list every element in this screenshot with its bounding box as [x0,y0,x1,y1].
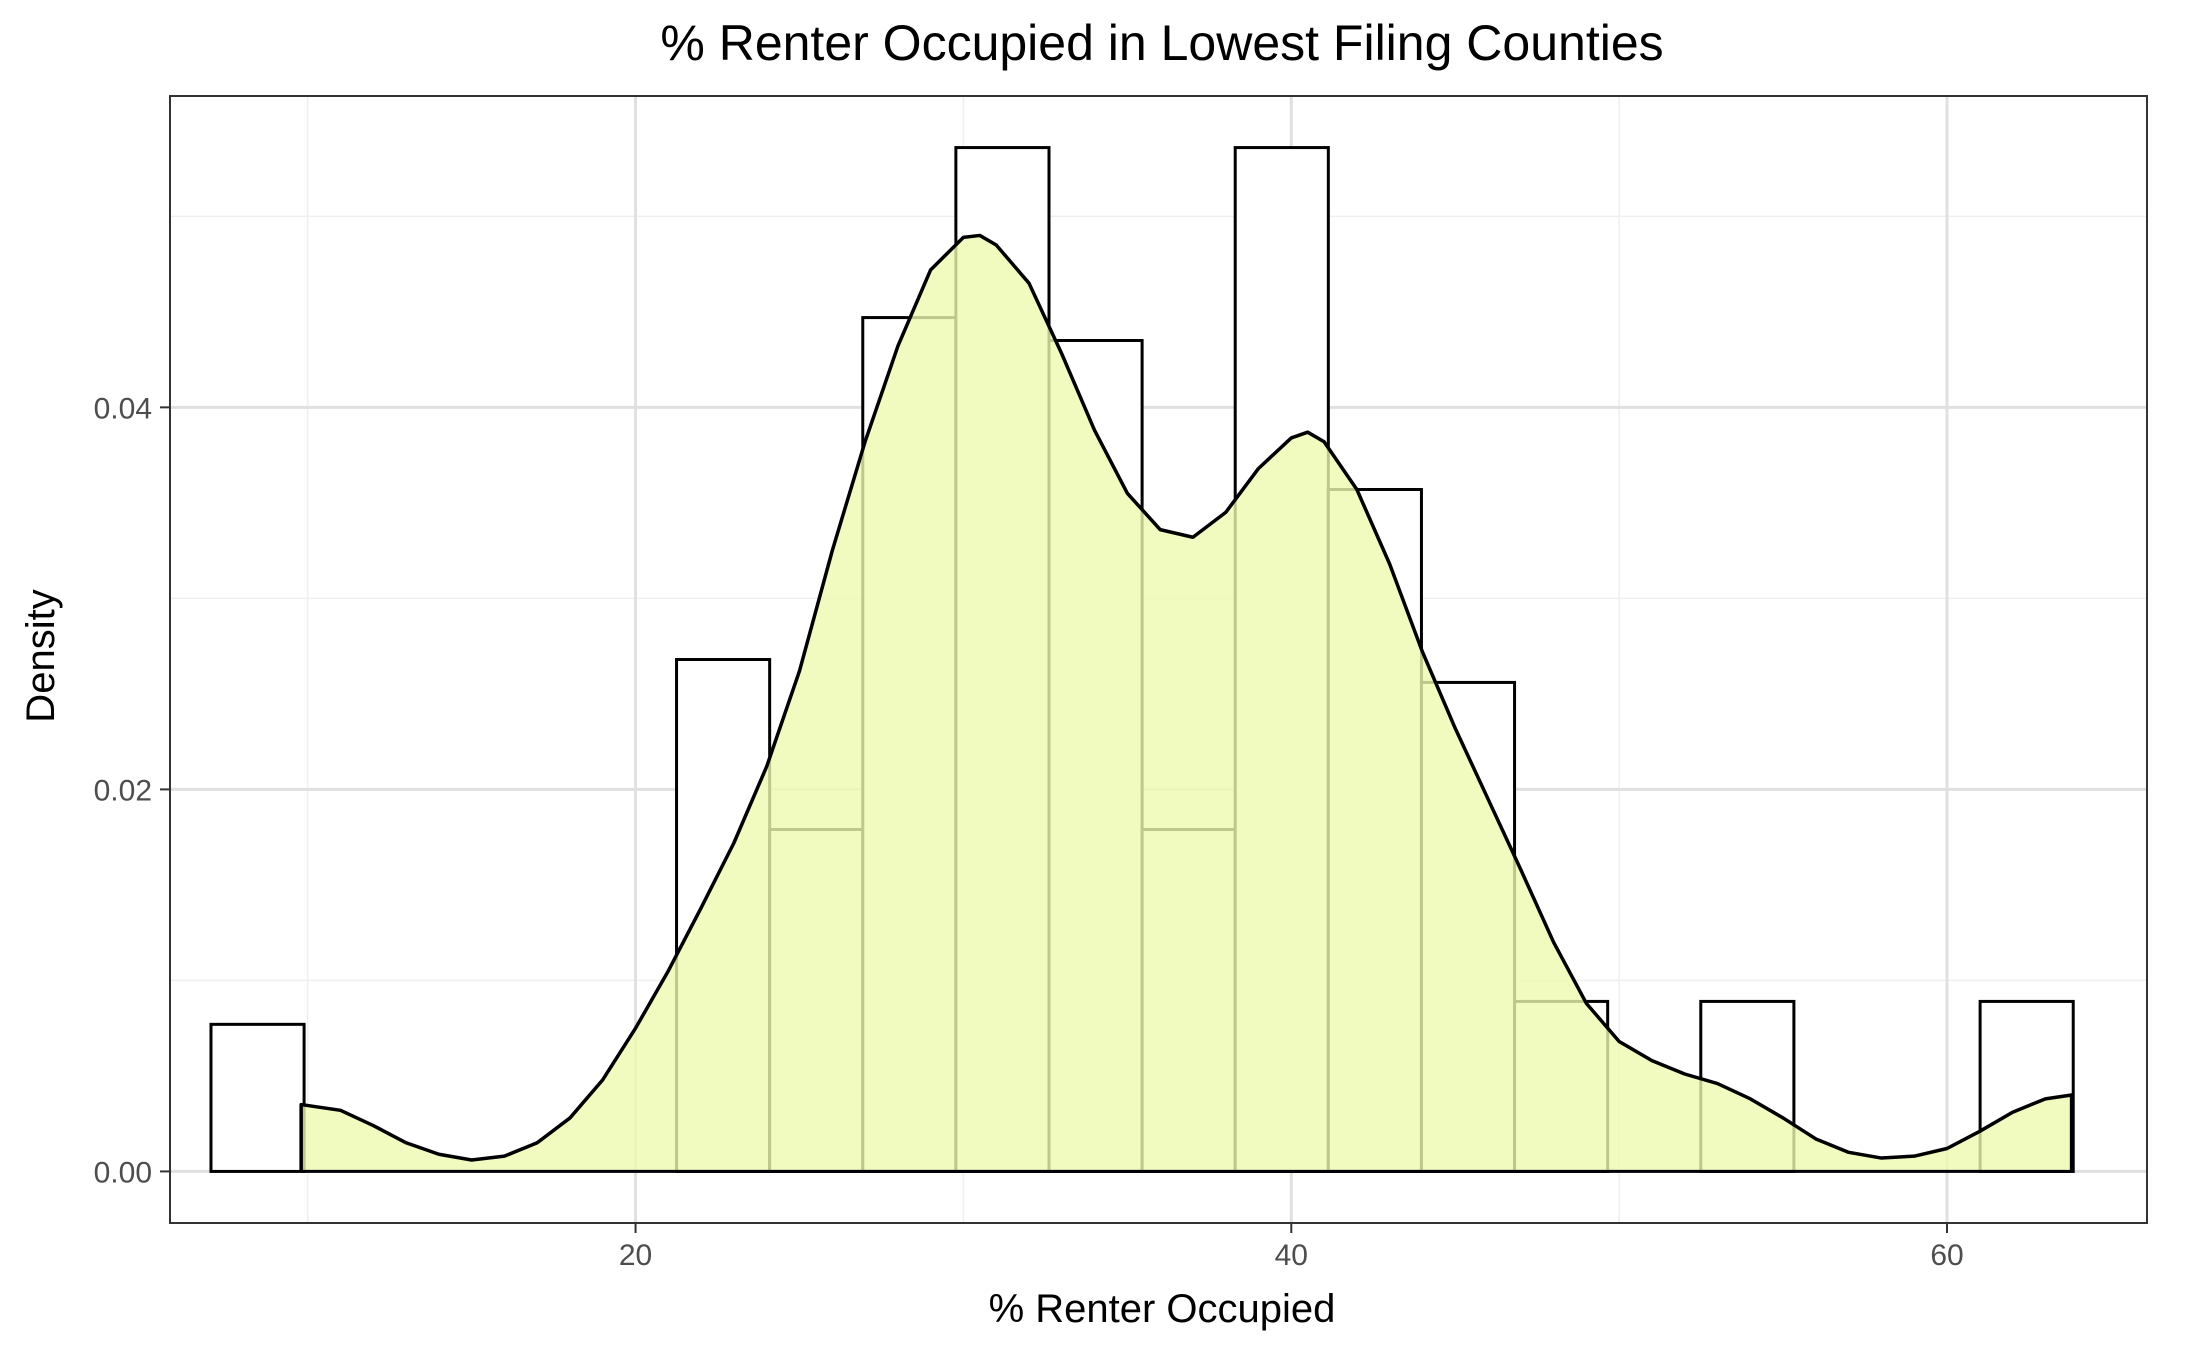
y-tick-label: 0.00 [94,1156,152,1189]
x-tick-label: 20 [619,1239,652,1272]
y-axis-title: Density [19,589,63,722]
histogram-bar [209,1022,306,1173]
x-axis-title: % Renter Occupied [989,1287,1336,1331]
x-tick-label: 60 [1930,1239,1963,1272]
panel-border [169,95,2148,1224]
density-curve [299,233,2074,1172]
axis-ticks: 20 40 60 0.00 0.02 0.04 [94,392,1964,1272]
y-tick-label: 0.02 [94,774,152,807]
x-tick-label: 40 [1275,1239,1308,1272]
chart-title: % Renter Occupied in Lowest Filing Count… [660,15,1663,71]
density-layer [299,233,2074,1173]
density-area [301,235,2072,1172]
y-tick-label: 0.04 [94,392,152,425]
